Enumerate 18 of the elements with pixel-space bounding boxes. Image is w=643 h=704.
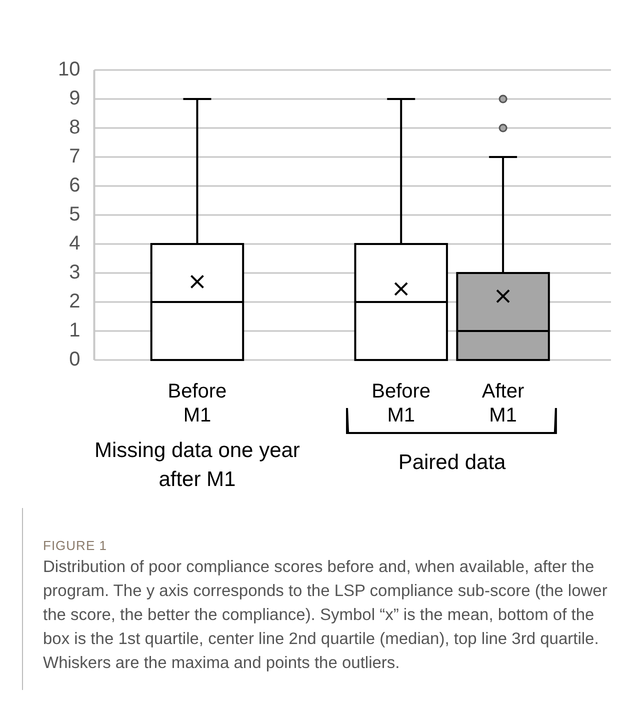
y-tick-label: 4: [69, 232, 80, 255]
y-tick-label: 8: [69, 116, 80, 139]
y-tick-label: 2: [69, 290, 80, 313]
x-tick-label: Before M1: [168, 380, 227, 427]
text: Paired data: [397, 450, 507, 476]
y-tick-label: 3: [69, 262, 80, 284]
text: Distribution of poor compliance scores before and, when available, after the program. The y axis corresponds to the LSP compliance sub-score (the lower the score, the better the compliance). Symbol “x” is the mean, bottom of the box is the 1st quartile, center line 2nd quartile (median), top line 3rd quartile. Whiskers are the maxima and points the outliers.: [43, 557, 608, 674]
y-tick-label: 5: [69, 204, 80, 226]
y-tick-label: 1: [69, 320, 80, 342]
text: Missing data one year after M1: [93, 438, 301, 493]
y-tick-label: 7: [69, 146, 80, 168]
y-tick-label: 10: [58, 58, 80, 81]
y-tick-label: 0: [69, 348, 80, 371]
caption: FIGURE 1: [43, 538, 108, 553]
y-tick-label: 9: [69, 88, 80, 110]
x-tick-label: Before M1: [372, 380, 431, 427]
x-tick-label: After M1: [482, 380, 524, 427]
y-tick-label: 6: [69, 174, 80, 197]
